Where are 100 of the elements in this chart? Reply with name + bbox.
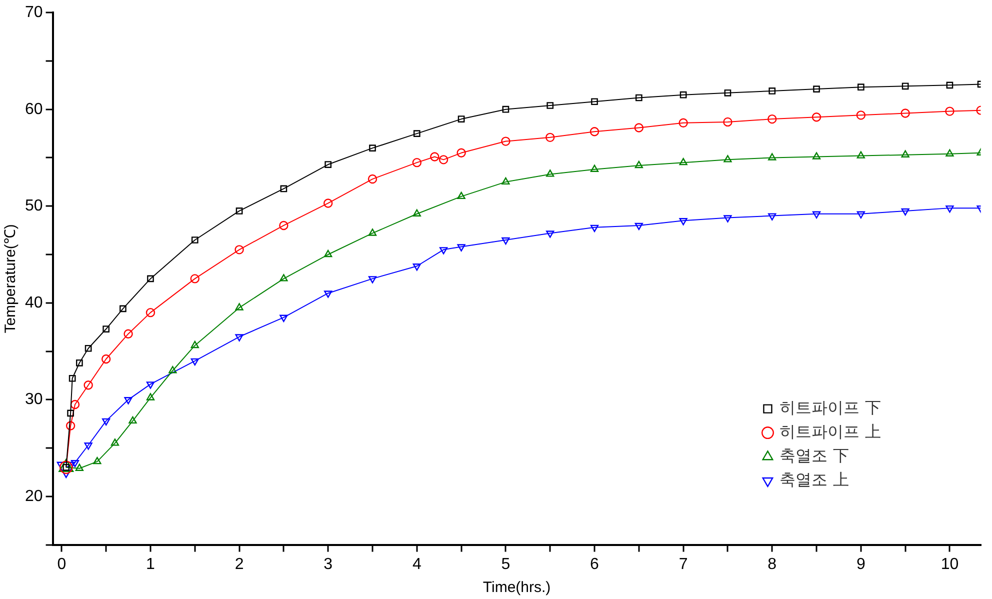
point xyxy=(634,123,644,132)
point xyxy=(679,218,688,226)
y-axis-title: Temperature(℃) xyxy=(2,224,20,334)
point xyxy=(502,177,510,185)
point xyxy=(724,215,732,222)
point xyxy=(101,354,111,364)
point xyxy=(68,374,76,382)
point xyxy=(634,222,643,230)
point xyxy=(93,456,102,464)
point xyxy=(856,211,865,218)
legend-label: 히트파이프 下 xyxy=(780,398,881,417)
point xyxy=(190,340,199,348)
point xyxy=(413,130,420,137)
x-tick-label: 10 xyxy=(940,556,959,573)
point xyxy=(590,224,599,232)
point xyxy=(458,116,465,122)
point xyxy=(812,152,821,160)
point xyxy=(901,208,910,216)
point xyxy=(368,174,378,184)
point xyxy=(724,89,732,96)
point xyxy=(546,170,554,177)
point xyxy=(635,94,642,102)
point xyxy=(76,359,83,366)
x-tick-label: 9 xyxy=(856,556,866,573)
point xyxy=(501,136,510,146)
point xyxy=(590,164,599,172)
point xyxy=(768,88,776,94)
point xyxy=(235,303,244,310)
point xyxy=(546,230,554,238)
point xyxy=(124,329,133,338)
point xyxy=(110,438,120,446)
point xyxy=(146,393,155,400)
point xyxy=(70,400,80,410)
point xyxy=(634,160,643,168)
point xyxy=(900,108,910,118)
point xyxy=(146,308,156,318)
point xyxy=(280,274,288,282)
legend-label: 축열조 上 xyxy=(780,470,849,489)
legend-label: 히트파이프 上 xyxy=(780,422,881,441)
x-tick-label: 4 xyxy=(412,556,422,573)
y-tick-label: 70 xyxy=(25,4,43,22)
point xyxy=(438,155,448,164)
point xyxy=(102,326,110,332)
point xyxy=(279,220,288,230)
x-tick-label: 1 xyxy=(146,556,156,573)
point xyxy=(67,410,74,417)
point xyxy=(84,380,93,390)
point xyxy=(502,237,510,245)
point xyxy=(945,106,954,116)
point xyxy=(236,208,243,214)
point xyxy=(235,334,244,342)
point xyxy=(146,382,155,389)
x-tick-label: 2 xyxy=(234,556,244,573)
point xyxy=(102,418,110,426)
point xyxy=(323,198,333,208)
x-tick-label: 0 xyxy=(57,556,66,573)
legend-label: 축열조 下 xyxy=(780,446,849,465)
point xyxy=(84,442,92,450)
point xyxy=(678,118,688,128)
point xyxy=(946,82,954,89)
point xyxy=(591,98,598,106)
x-tick-label: 3 xyxy=(324,556,333,573)
point xyxy=(439,247,448,254)
point xyxy=(84,344,92,352)
point xyxy=(168,366,177,374)
point xyxy=(412,209,421,216)
point xyxy=(812,211,821,218)
point xyxy=(234,245,244,254)
point xyxy=(902,82,909,90)
point xyxy=(368,228,377,236)
point xyxy=(856,110,866,120)
point xyxy=(812,112,822,122)
y-tick-label: 30 xyxy=(25,391,43,408)
y-tick-label: 20 xyxy=(25,488,43,505)
point xyxy=(412,158,422,168)
x-tick-label: 6 xyxy=(590,556,600,573)
point xyxy=(679,158,688,166)
point xyxy=(75,464,84,471)
point xyxy=(191,236,198,244)
point xyxy=(457,244,466,252)
point xyxy=(369,144,376,152)
point xyxy=(280,185,288,192)
point xyxy=(324,290,332,298)
point xyxy=(324,161,332,168)
x-tick-label: 8 xyxy=(768,556,777,573)
y-tick-label: 50 xyxy=(25,198,43,215)
point xyxy=(280,314,288,322)
x-axis-title: Time(hrs.) xyxy=(482,579,551,596)
point xyxy=(901,150,910,158)
point xyxy=(324,250,332,258)
point xyxy=(723,117,732,127)
x-tick-label: 7 xyxy=(678,556,688,573)
point xyxy=(66,421,76,430)
point xyxy=(768,213,776,220)
point xyxy=(124,397,132,404)
point xyxy=(813,86,820,92)
point xyxy=(680,91,687,98)
point xyxy=(456,148,466,158)
point xyxy=(946,149,954,156)
y-tick-label: 40 xyxy=(25,294,43,312)
